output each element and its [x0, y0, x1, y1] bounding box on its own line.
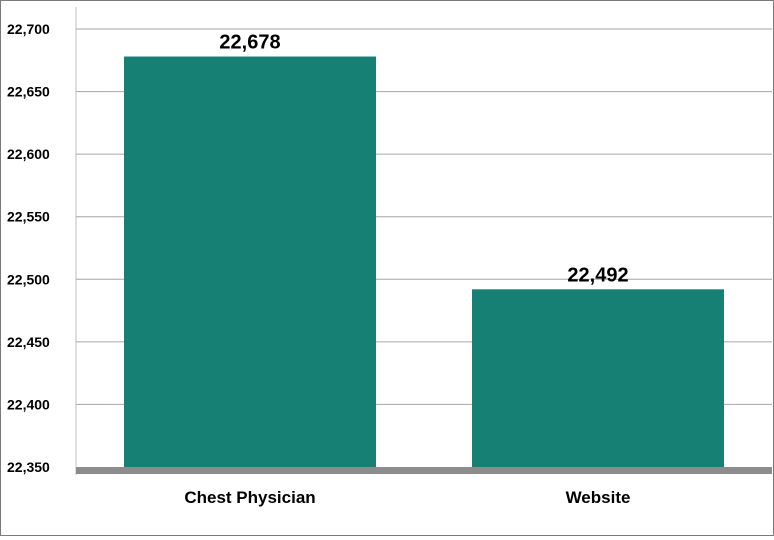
x-axis: Chest Physician Website: [76, 467, 772, 507]
bars: [124, 56, 724, 467]
bar: [472, 289, 724, 467]
y-tick-label: 22,450: [7, 334, 50, 350]
data-label: 22,678: [219, 32, 280, 54]
y-tick-label: 22,700: [7, 21, 50, 37]
y-tick-label: 22,600: [7, 146, 50, 162]
data-label: 22,492: [567, 264, 628, 286]
y-tick-label: 22,350: [7, 459, 50, 475]
x-tick-label: Website: [566, 488, 631, 507]
y-axis: 22,350 22,400 22,450 22,500 22,550 22,600 22,6…: [7, 7, 77, 475]
y-tick-label: 22,400: [7, 396, 50, 412]
x-axis-baseline: [76, 467, 772, 474]
data-labels: 22,678 22,492: [219, 32, 628, 287]
y-tick-label: 22,500: [7, 271, 50, 287]
bar: [124, 56, 376, 467]
x-tick-label: Chest Physician: [184, 488, 315, 507]
y-tick-label: 22,550: [7, 209, 50, 225]
y-tick-label: 22,650: [7, 84, 50, 100]
